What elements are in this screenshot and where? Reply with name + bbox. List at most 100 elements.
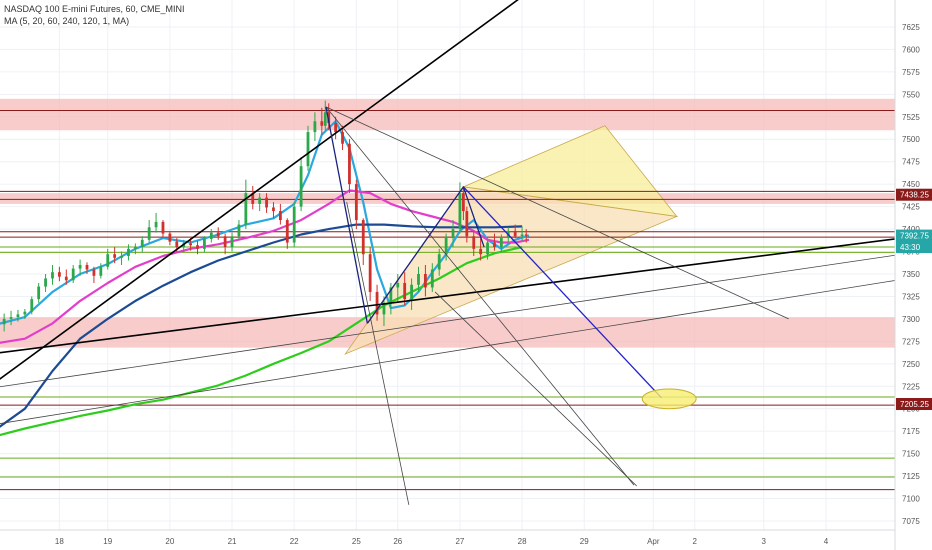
target-ellipse bbox=[641, 388, 697, 410]
candle-body bbox=[361, 220, 365, 255]
trend-line bbox=[462, 186, 663, 399]
price-tag-label: 43:30 bbox=[900, 243, 921, 252]
candle-body bbox=[64, 276, 68, 281]
time-tick-label: 21 bbox=[228, 537, 237, 546]
candle-body bbox=[244, 193, 248, 225]
candle-body bbox=[382, 302, 386, 315]
moving-average-line bbox=[0, 189, 530, 344]
price-tick-label: 7525 bbox=[902, 113, 920, 122]
price-tag-label: 7205.25 bbox=[900, 400, 929, 409]
price-tick-label: 7500 bbox=[902, 135, 920, 144]
time-tick-label: 19 bbox=[103, 537, 112, 546]
candle-body bbox=[30, 299, 34, 312]
price-tick-label: 7350 bbox=[902, 270, 920, 279]
trend-line bbox=[462, 186, 485, 248]
price-tag-box bbox=[896, 398, 932, 411]
price-tick-label: 7250 bbox=[902, 360, 920, 369]
candle-body bbox=[465, 211, 469, 237]
candle-body bbox=[272, 207, 275, 212]
price-tag-box bbox=[896, 188, 932, 201]
symbol-title: NASDAQ 100 E-mini Futures, 60, CME_MINI bbox=[4, 4, 185, 14]
time-axis: 18 19 20 21 22 25 26 27 28 29 Apr 2 3 4 bbox=[55, 537, 829, 546]
price-tick-label: 7475 bbox=[902, 158, 920, 167]
price-tag-box bbox=[896, 241, 932, 254]
candle-body bbox=[458, 193, 462, 230]
candle-body bbox=[113, 254, 117, 258]
candle-body bbox=[472, 236, 476, 249]
candle-body bbox=[216, 232, 220, 237]
candle-body bbox=[140, 239, 144, 248]
candle-body bbox=[451, 229, 455, 239]
candle-body bbox=[2, 318, 6, 325]
candle-body bbox=[168, 233, 172, 242]
price-tick-label: 7325 bbox=[902, 292, 920, 301]
candle-body bbox=[389, 287, 393, 303]
price-tick-label: 7425 bbox=[902, 203, 920, 212]
price-tick-label: 7625 bbox=[902, 23, 920, 32]
candle-body bbox=[127, 248, 130, 257]
price-tick-label: 7125 bbox=[902, 472, 920, 481]
price-tick-label: 7450 bbox=[902, 180, 920, 189]
price-tick-label: 7150 bbox=[902, 450, 920, 459]
candle-body bbox=[106, 254, 110, 267]
candle-body bbox=[203, 238, 206, 249]
candle-body bbox=[341, 132, 344, 144]
candle-body bbox=[23, 311, 27, 315]
candle-body bbox=[292, 206, 296, 243]
trend-line bbox=[325, 106, 635, 486]
candle-body bbox=[320, 121, 324, 126]
candle-body bbox=[265, 197, 268, 208]
time-tick-label: 27 bbox=[455, 537, 464, 546]
candle-body bbox=[16, 314, 20, 318]
resistance-zone bbox=[0, 98, 895, 131]
price-tick-label: 7175 bbox=[902, 427, 920, 436]
time-tick-label: 26 bbox=[393, 537, 402, 546]
candle-body bbox=[313, 121, 317, 133]
candle-body bbox=[417, 273, 420, 285]
candle-body bbox=[403, 282, 407, 300]
candle-body bbox=[299, 166, 303, 207]
candle-body bbox=[71, 268, 75, 281]
candle-body bbox=[258, 197, 262, 204]
candle-body bbox=[209, 232, 213, 239]
candle-body bbox=[520, 234, 524, 237]
price-tick-label: 7600 bbox=[902, 45, 920, 54]
time-tick-label: 3 bbox=[762, 537, 767, 546]
candle-body bbox=[285, 220, 289, 243]
resistance-zone bbox=[0, 317, 895, 348]
candle-body bbox=[410, 284, 413, 300]
candle-body bbox=[57, 272, 61, 277]
chart-legend: NASDAQ 100 E-mini Futures, 60, CME_MINI … bbox=[4, 3, 185, 27]
trend-line bbox=[0, 254, 895, 388]
candle-body bbox=[189, 243, 193, 246]
time-tick-label: 18 bbox=[55, 537, 64, 546]
price-tick-label: 7575 bbox=[902, 68, 920, 77]
time-tick-label: 4 bbox=[824, 537, 829, 546]
candle-body bbox=[161, 221, 165, 234]
price-tag-label: 7392.75 bbox=[900, 232, 929, 241]
price-tick-label: 7400 bbox=[902, 225, 920, 234]
candle-body bbox=[524, 234, 528, 236]
candle-body bbox=[354, 184, 358, 221]
plot-area bbox=[0, 0, 895, 505]
candle-body bbox=[306, 132, 310, 167]
candle-body bbox=[444, 238, 448, 255]
candle-body bbox=[44, 278, 47, 287]
candle-body bbox=[479, 248, 483, 255]
candle-body bbox=[375, 291, 379, 315]
candle-body bbox=[437, 254, 441, 270]
price-tick-label: 7275 bbox=[902, 337, 920, 346]
candle-body bbox=[175, 241, 179, 248]
time-tick-label: Apr bbox=[647, 537, 660, 546]
candle-body bbox=[99, 266, 103, 276]
candle-body bbox=[396, 282, 400, 288]
candle-body bbox=[327, 112, 331, 124]
candle-body bbox=[147, 227, 151, 240]
time-tick-label: 28 bbox=[518, 537, 527, 546]
candle-body bbox=[461, 193, 465, 212]
time-tick-label: 29 bbox=[580, 537, 589, 546]
candle-body bbox=[51, 272, 54, 279]
time-tick-label: 22 bbox=[290, 537, 299, 546]
